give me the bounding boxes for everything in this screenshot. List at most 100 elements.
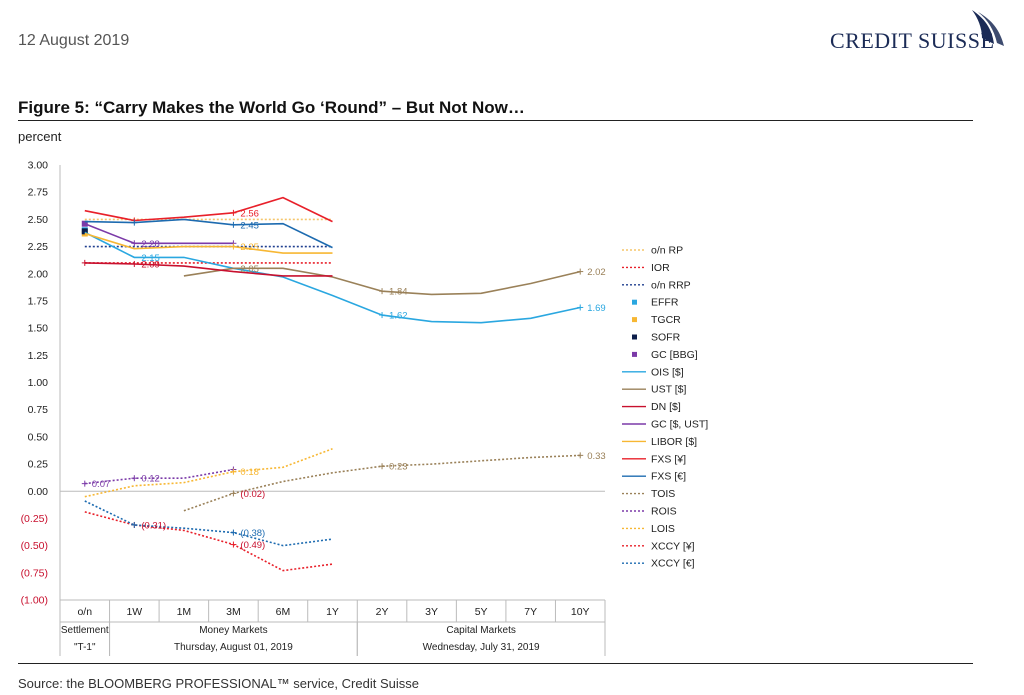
y-tick-label: 1.75	[28, 295, 49, 307]
y-tick-label: 0.50	[28, 431, 49, 443]
y-tick-label: 2.00	[28, 268, 49, 280]
data-label: 2.25	[240, 242, 259, 253]
y-tick-label: 1.25	[28, 350, 49, 362]
x-group-sublabel: "T-1"	[74, 642, 96, 653]
y-tick-label: 0.25	[28, 459, 49, 471]
tois-line	[183, 454, 581, 512]
fxs-line	[84, 196, 333, 223]
x-tick-label: 10Y	[571, 606, 590, 618]
y-tick-label: 1.00	[28, 377, 49, 389]
legend-label-sofr: SOFR	[651, 332, 681, 344]
data-label: 2.05	[240, 264, 259, 275]
data-label: (0.31)	[141, 520, 166, 531]
y-tick-label: 0.75	[28, 404, 49, 416]
dn-line	[84, 262, 333, 277]
legend-label-dn: DN [$]	[651, 401, 681, 413]
gc-ust-line	[84, 222, 234, 245]
libor-line	[84, 232, 333, 254]
x-group-label: Money Markets	[199, 625, 267, 636]
y-tick-label: 2.25	[28, 241, 49, 253]
data-label: 2.45	[240, 220, 259, 231]
data-label: 2.09	[141, 259, 160, 270]
data-label: 1.62	[389, 311, 408, 322]
fxs-line	[84, 218, 333, 249]
gc-bbg-point	[81, 220, 88, 227]
x-tick-label: 3M	[226, 606, 241, 618]
legend-label-ois: OIS [$]	[651, 366, 684, 378]
legend-label-tois: TOIS	[651, 488, 675, 500]
xccy-line	[84, 500, 333, 547]
ois-line	[84, 231, 581, 324]
y-tick-label: (0.75)	[21, 567, 48, 579]
x-tick-label: 6M	[276, 606, 291, 618]
x-tick-label: 2Y	[376, 606, 389, 618]
figure-title: Figure 5: “Carry Makes the World Go ‘Rou…	[18, 98, 525, 117]
legend-label-xccy: XCCY [¥]	[651, 540, 695, 552]
legend-label-xccy: XCCY [€]	[651, 558, 695, 570]
legend-label-fxs: FXS [€]	[651, 471, 686, 483]
data-label: 0.12	[141, 474, 160, 485]
y-tick-label: 1.50	[28, 323, 49, 335]
legend-swatch-effr	[632, 299, 637, 305]
data-label: (0.02)	[240, 489, 265, 500]
x-group-sublabel: Wednesday, July 31, 2019	[423, 642, 540, 653]
y-tick-label: (1.00)	[21, 595, 48, 607]
legend-label-ior: IOR	[651, 262, 670, 274]
legend-label-fxs: FXS [¥]	[651, 453, 686, 465]
lois-line	[84, 448, 333, 498]
credit-suisse-logo: CREDIT SUISSE	[830, 10, 1010, 54]
x-tick-label: o/n	[77, 606, 92, 618]
data-label: 1.69	[587, 303, 606, 314]
data-label: 2.15	[141, 253, 160, 264]
rois-line	[84, 468, 234, 485]
report-date: 12 August 2019	[18, 32, 130, 49]
legend-label-libor: LIBOR [$]	[651, 436, 697, 448]
brand-name: CREDIT SUISSE	[830, 28, 995, 53]
y-axis-unit-label: percent	[18, 129, 62, 144]
data-label: 0.23	[389, 462, 408, 473]
source-rule	[18, 663, 973, 664]
data-label: 2.28	[141, 239, 160, 250]
data-label: 0.18	[240, 467, 259, 478]
data-label: 0.33	[587, 451, 606, 462]
y-tick-label: (0.25)	[21, 513, 48, 525]
x-tick-label: 1Y	[326, 606, 339, 618]
x-group-label: Capital Markets	[446, 625, 515, 636]
xccy-line	[84, 511, 333, 572]
data-label: 1.84	[389, 287, 408, 298]
x-group-label: Settlement	[61, 625, 109, 636]
x-tick-label: 1W	[126, 606, 142, 618]
y-tick-label: 2.50	[28, 214, 49, 226]
legend-label-gc-bbg: GC [BBG]	[651, 349, 698, 361]
legend-label-effr: EFFR	[651, 297, 679, 309]
title-rule	[18, 120, 973, 121]
sail-icon	[972, 10, 1004, 46]
y-tick-label: 3.00	[28, 160, 49, 172]
sofr-point	[81, 228, 88, 235]
y-tick-label: 0.00	[28, 486, 49, 498]
data-label: 2.02	[587, 267, 606, 278]
x-tick-label: 1M	[177, 606, 192, 618]
legend-label-ust: UST [$]	[651, 384, 686, 396]
x-tick-label: 7Y	[524, 606, 537, 618]
data-label: (0.49)	[240, 540, 265, 551]
y-tick-label: 2.75	[28, 187, 49, 199]
legend-label-gc-ust: GC [$, UST]	[651, 419, 708, 431]
data-label: 2.56	[240, 208, 259, 219]
data-label: (0.38)	[240, 528, 265, 539]
legend-label-o-n-rrp: o/n RRP	[651, 279, 691, 291]
legend-swatch-gc-bbg	[632, 351, 637, 357]
legend-label-o-n-rp: o/n RP	[651, 245, 683, 257]
legend-swatch-tgcr	[632, 317, 637, 323]
x-group-sublabel: Thursday, August 01, 2019	[174, 642, 293, 653]
legend-label-tgcr: TGCR	[651, 314, 681, 326]
legend-label-lois: LOIS	[651, 523, 675, 535]
y-tick-label: (0.50)	[21, 540, 48, 552]
legend-label-rois: ROIS	[651, 506, 677, 518]
x-tick-label: 3Y	[425, 606, 438, 618]
legend-swatch-sofr	[632, 334, 637, 340]
source-note: Source: the BLOOMBERG PROFESSIONAL™ serv…	[18, 676, 419, 691]
x-tick-label: 5Y	[475, 606, 488, 618]
data-label: 0.07	[92, 479, 111, 490]
